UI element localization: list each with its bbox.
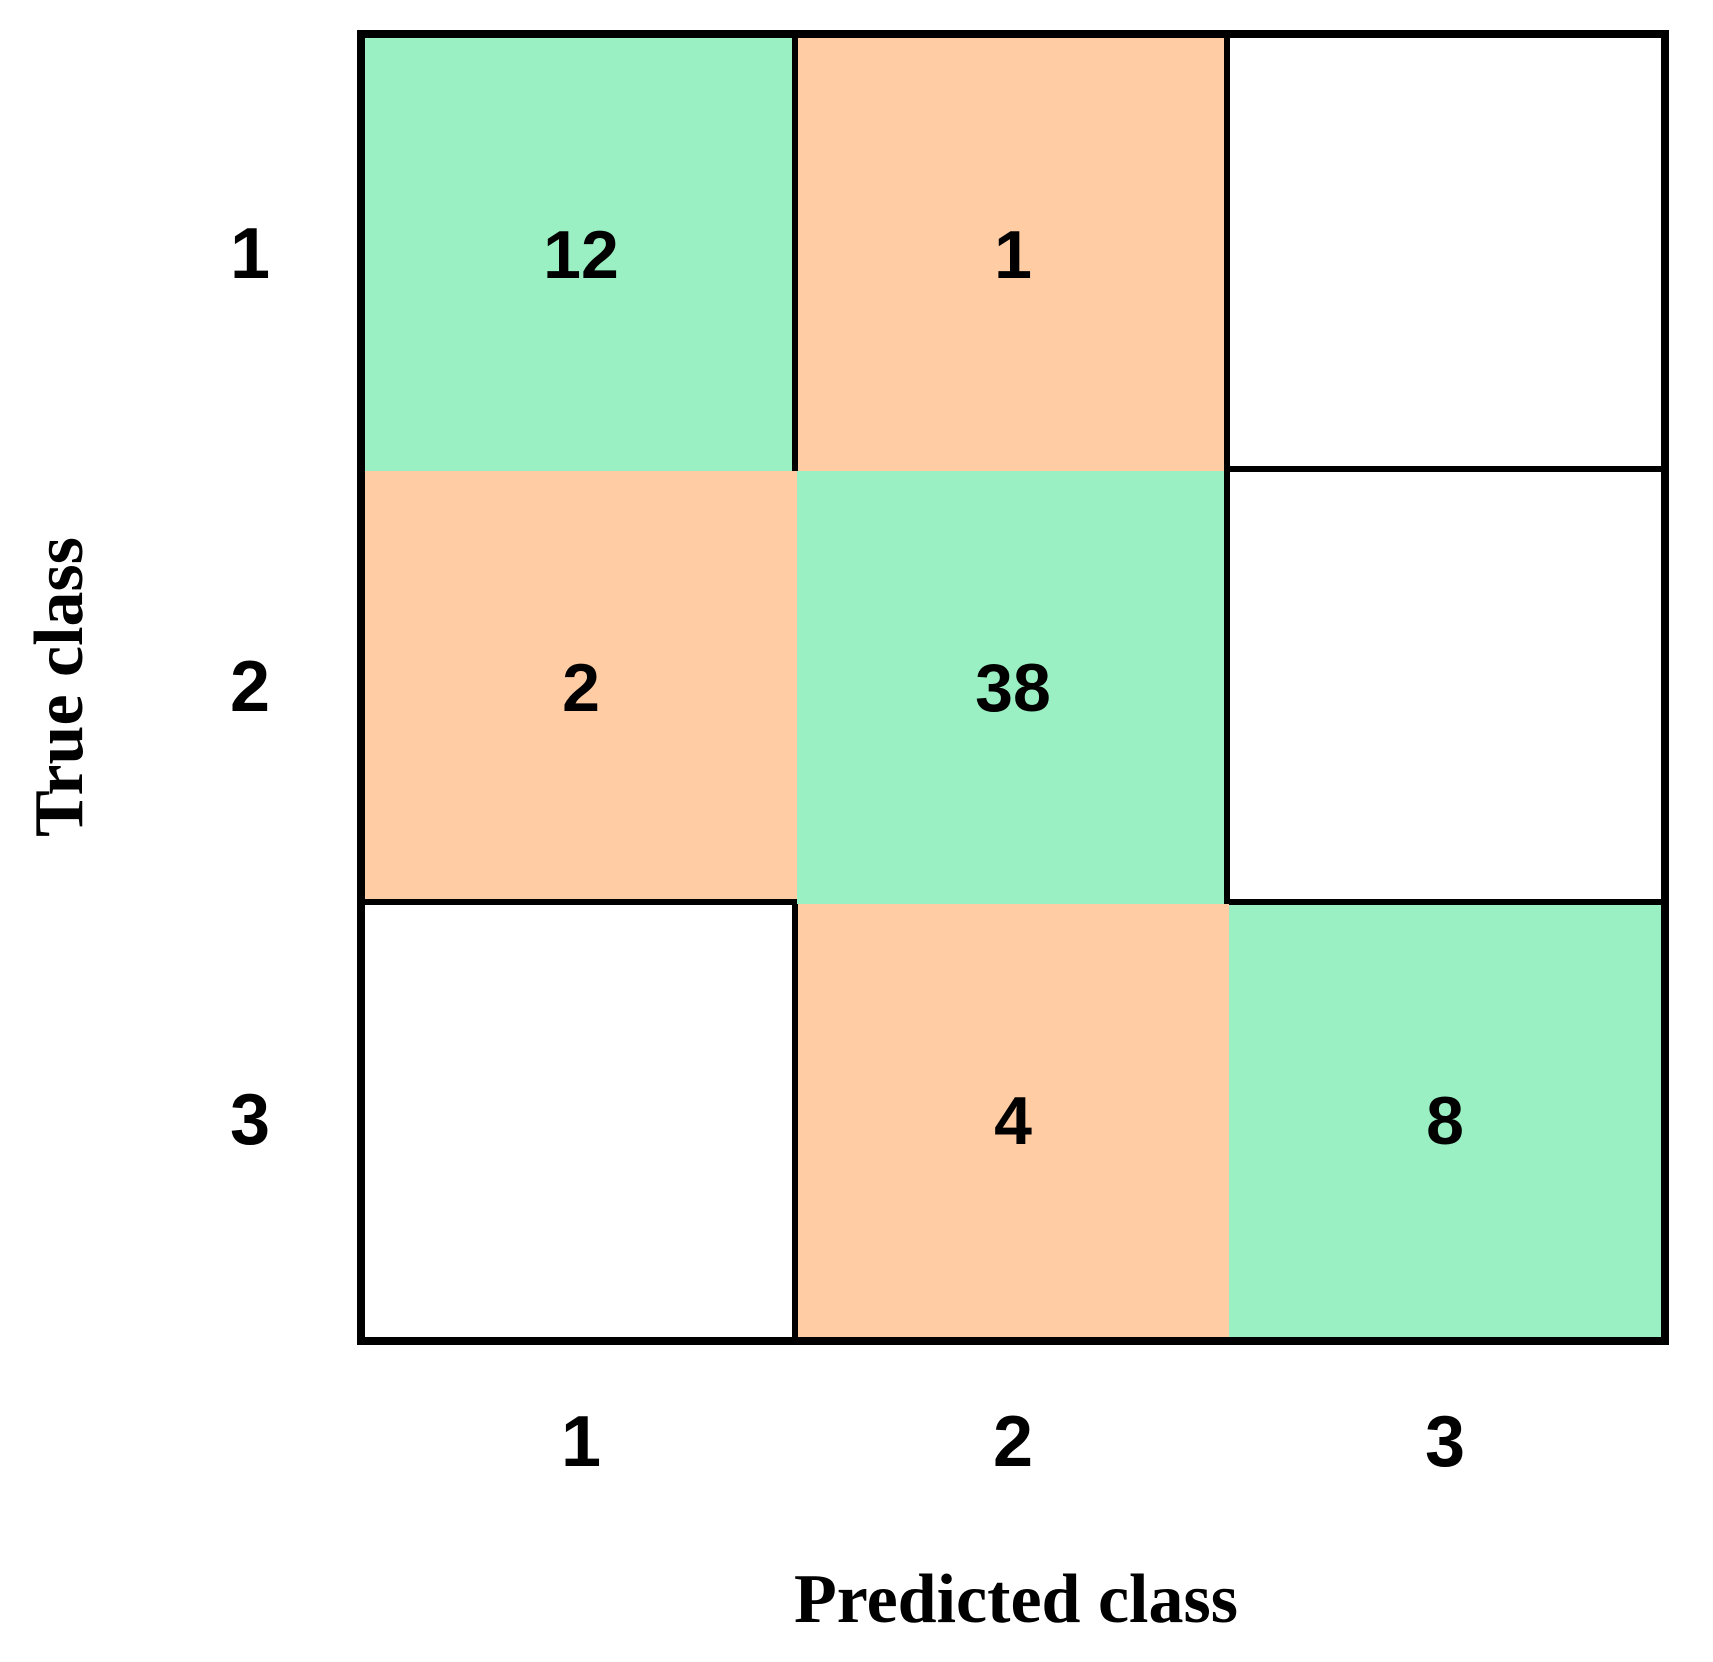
matrix-cell-r1c1: 12 — [365, 38, 797, 471]
grid-line-col1-col2-row3 — [792, 904, 798, 1337]
matrix-cells: 12 1 2 38 4 8 — [365, 38, 1661, 1337]
grid-line-col1-col2-row1 — [792, 38, 798, 471]
matrix-grid: 12 1 2 38 4 8 — [357, 30, 1669, 1345]
matrix-cell-r1c3 — [1229, 38, 1661, 471]
x-tick-3: 3 — [1424, 1402, 1466, 1482]
matrix-cell-r3c2: 4 — [797, 904, 1229, 1337]
matrix-cell-r1c2: 1 — [797, 38, 1229, 471]
y-tick-2: 2 — [229, 647, 271, 727]
matrix-cell-r3c3: 8 — [1229, 904, 1661, 1337]
grid-line-row2-row3-col1 — [365, 899, 797, 905]
x-axis-title: Predicted class — [794, 1561, 1238, 1638]
y-axis-title: True class — [21, 536, 98, 838]
x-tick-1: 1 — [560, 1402, 602, 1482]
matrix-cell-r2c3 — [1229, 471, 1661, 904]
y-tick-1: 1 — [229, 214, 271, 294]
matrix-cell-r2c1: 2 — [365, 471, 797, 904]
matrix-cell-r2c2: 38 — [797, 471, 1229, 904]
grid-line-row2-row3-col3 — [1229, 899, 1661, 905]
y-tick-3: 3 — [229, 1080, 271, 1160]
matrix-cell-r3c1 — [365, 904, 797, 1337]
grid-line-col2-col3-rows1-2 — [1224, 38, 1230, 904]
grid-line-row1-row2-col3 — [1229, 466, 1661, 472]
x-tick-2: 2 — [992, 1402, 1034, 1482]
